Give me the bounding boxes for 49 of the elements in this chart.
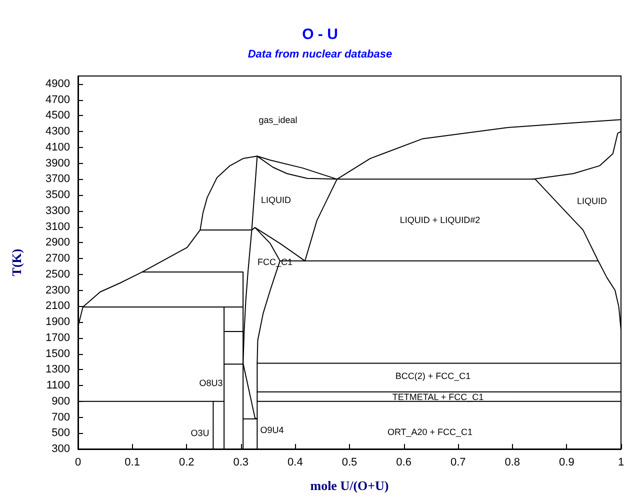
x-tick-label: 0 xyxy=(74,456,82,468)
x-axis-title: mole U/(O+U) xyxy=(310,478,389,493)
annotation: O8U3 xyxy=(199,378,223,388)
y-tick-label: 900 xyxy=(52,395,70,408)
annotation: O9U4 xyxy=(260,425,284,435)
chart-title: O - U xyxy=(302,26,338,43)
y-tick-label: 1500 xyxy=(46,348,70,360)
y-tick-label: 4300 xyxy=(46,126,70,138)
x-tick-label: 0.6 xyxy=(396,456,412,468)
annotation: BCC(2) + FCC_C1 xyxy=(395,371,471,381)
y-tick-label: 300 xyxy=(52,443,70,455)
x-tick-label: 0.9 xyxy=(559,456,574,468)
y-tick-label: 1700 xyxy=(46,332,70,344)
x-tick-label: 0.1 xyxy=(124,456,140,468)
y-tick-label: 1900 xyxy=(46,316,70,328)
x-tick-label: 0.2 xyxy=(178,456,194,468)
annotation: O3U xyxy=(190,428,210,438)
y-tick-label: 2500 xyxy=(46,268,70,280)
y-tick-label: 4900 xyxy=(46,78,70,90)
annotation: gas_ideal xyxy=(258,115,298,125)
y-tick-label: 4100 xyxy=(46,141,70,154)
chart-subtitle: Data from nuclear database xyxy=(248,48,392,60)
annotation: LIQUID + LIQUID#2 xyxy=(400,215,480,225)
y-tick-label: 1300 xyxy=(46,364,70,376)
y-tick-label: 2300 xyxy=(46,284,70,296)
x-tick-label: 0.7 xyxy=(450,456,466,468)
y-tick-label: 1100 xyxy=(46,380,70,392)
y-axis-title: T(K) xyxy=(9,248,24,276)
y-tick-label: 3300 xyxy=(46,204,70,217)
x-tick-label: 0.5 xyxy=(342,456,358,468)
y-tick-label: 3900 xyxy=(46,157,70,170)
y-tick-label: 500 xyxy=(52,427,70,440)
y-tick-label: 700 xyxy=(52,411,70,424)
x-tick-label: 0.3 xyxy=(233,456,249,468)
y-tick-label: 3500 xyxy=(46,189,70,202)
y-tick-label: 3100 xyxy=(46,220,70,233)
y-tick-label: 4700 xyxy=(46,94,70,106)
x-tick-label: 0.8 xyxy=(504,456,520,468)
y-tick-label: 3700 xyxy=(46,173,70,186)
y-tick-label: 2700 xyxy=(46,252,70,265)
x-tick-label: 1 xyxy=(618,456,624,468)
y-tick-label: 2900 xyxy=(46,236,70,249)
x-tick-label: 0.4 xyxy=(288,456,303,468)
y-tick-label: 4500 xyxy=(46,110,70,122)
y-tick-label: 2100 xyxy=(46,300,70,312)
annotation: TETMETAL + FCC_C1 xyxy=(392,392,484,402)
annotation: LIQUID xyxy=(260,195,292,205)
annotation: LIQUID xyxy=(576,196,608,206)
annotation: ORT_A20 + FCC_C1 xyxy=(387,427,473,437)
